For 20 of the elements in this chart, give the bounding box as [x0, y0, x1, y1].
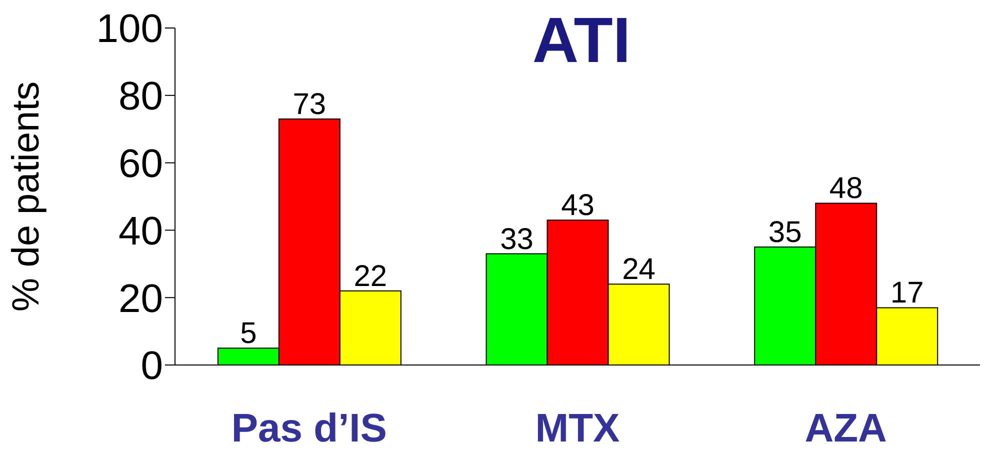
y-tick-label: 100 [96, 7, 163, 52]
data-label: 43 [561, 189, 594, 222]
data-label: 24 [622, 253, 656, 286]
y-tick-label: 20 [118, 276, 163, 321]
y-tick-label: 60 [118, 142, 163, 186]
x-tick-label: MTX [535, 406, 620, 450]
y-tick-label: 0 [140, 344, 163, 388]
data-label: 35 [768, 216, 802, 250]
x-tick-label: AZA [804, 406, 887, 450]
y-tick-label: 40 [118, 209, 163, 254]
data-label: 33 [500, 222, 534, 256]
y-axis-title: % de patients [5, 81, 48, 312]
data-label: 22 [354, 260, 388, 293]
chart-title: ATI [531, 3, 632, 78]
x-tick-label: Pas d’IS [231, 406, 387, 450]
y-tick-label: 80 [118, 74, 163, 119]
data-label: 48 [829, 172, 863, 206]
data-label: 73 [292, 88, 326, 121]
data-label: 17 [890, 276, 924, 310]
data-label: 5 [240, 317, 257, 350]
